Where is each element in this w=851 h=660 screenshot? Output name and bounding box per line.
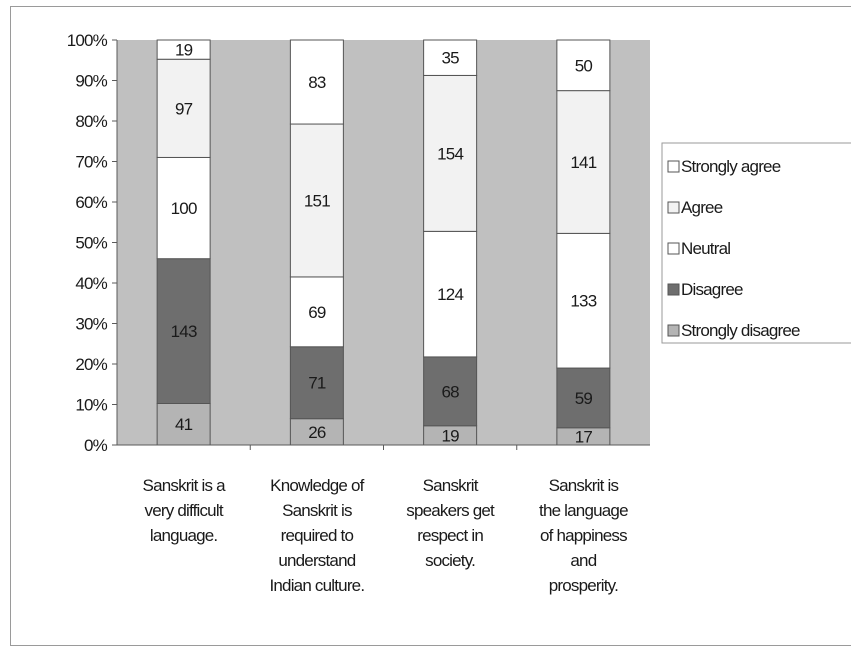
bar-segment-neutral (423, 230, 478, 358)
data-label: 71 (308, 374, 326, 393)
data-label: 69 (308, 303, 326, 322)
legend-entry-strongly-agree: Strongly agree (681, 157, 781, 176)
bar-stack: 41 143 100 97 19 (156, 39, 211, 446)
legend-swatch-strongly-disagree (667, 324, 680, 337)
legend-entry-strongly-disagree: Strongly disagree (681, 321, 800, 340)
data-label: 141 (570, 153, 596, 172)
y-tick-label: 30% (75, 315, 107, 334)
data-label: 68 (441, 382, 459, 401)
chart-frame (10, 6, 851, 646)
y-tick-label: 50% (75, 234, 107, 253)
x-category-label: Sanskrit is the language of happiness and pr… (539, 476, 628, 595)
data-label: 19 (441, 426, 459, 445)
bar-segment-strongly-agree (556, 39, 611, 92)
data-label: 59 (575, 389, 593, 408)
bar-segment-neutral (556, 232, 611, 369)
legend-entry-disagree: Disagree (681, 280, 743, 299)
x-category-label: Knowledge of Sanskrit is required to unders… (269, 476, 364, 595)
data-label: 100 (171, 199, 197, 218)
data-label: 17 (575, 427, 593, 446)
data-label: 41 (175, 415, 193, 434)
data-label: 154 (437, 144, 463, 163)
data-label: 19 (175, 41, 193, 60)
y-tick-label: 80% (75, 112, 107, 131)
bar-segment-agree (556, 90, 611, 234)
data-label: 50 (575, 56, 593, 75)
legend-swatch-agree (667, 201, 680, 214)
bar-stack: 26 71 69 151 83 (289, 39, 344, 446)
legend-swatch-strongly-agree (667, 160, 680, 173)
legend-box (661, 142, 851, 344)
legend-entry-neutral: Neutral (681, 239, 730, 258)
bar-segment-agree (156, 58, 211, 158)
bar-segment-strongly-disagree (156, 402, 211, 446)
bar-segment-neutral (156, 156, 211, 260)
legend: Strongly agree Agree Neutral Disagree Strong… (661, 142, 851, 344)
data-label: 124 (437, 285, 463, 304)
bar-segment-agree (423, 74, 478, 232)
bar-stack: 19 68 124 154 35 (423, 39, 478, 446)
bars: 4114310097192671691518319681241543517591… (156, 39, 611, 446)
data-label: 97 (175, 99, 193, 118)
y-tick-label: 20% (75, 355, 107, 374)
x-axis-categories: Sanskrit is a very difficult language. Know… (143, 476, 629, 595)
bar-segment-disagree (556, 367, 611, 429)
x-category-label: Sanskrit is a very difficult language. (143, 476, 227, 545)
bar-segment-strongly-agree (423, 39, 478, 76)
y-axis: 0% 10% 20% 30% 40% 50% 60% 70% 80% 90% 100% (67, 31, 650, 455)
x-category-label: Sanskrit speakers get respect in society. (406, 476, 495, 570)
bar-segment-neutral (289, 276, 344, 348)
data-label: 35 (441, 49, 459, 68)
data-label: 26 (308, 423, 326, 442)
legend-entry-agree: Agree (681, 198, 723, 217)
bar-segment-strongly-agree (156, 39, 211, 60)
data-label: 151 (304, 191, 330, 210)
y-tick-label: 90% (75, 72, 107, 91)
data-label: 143 (171, 322, 197, 341)
bar-segment-strongly-agree (289, 39, 344, 125)
y-tick-label: 70% (75, 153, 107, 172)
y-tick-label: 100% (67, 31, 108, 50)
legend-swatch-disagree (667, 283, 680, 296)
y-tick-label: 60% (75, 193, 107, 212)
data-label: 83 (308, 73, 326, 92)
y-tick-label: 0% (84, 436, 108, 455)
data-label: 133 (570, 292, 596, 311)
y-tick-label: 10% (75, 396, 107, 415)
bar-stack: 17 59 133 141 50 (556, 39, 611, 446)
bar-segment-agree (289, 123, 344, 278)
y-tick-label: 40% (75, 274, 107, 293)
legend-swatch-neutral (667, 242, 680, 255)
bar-segment-disagree (289, 346, 344, 420)
